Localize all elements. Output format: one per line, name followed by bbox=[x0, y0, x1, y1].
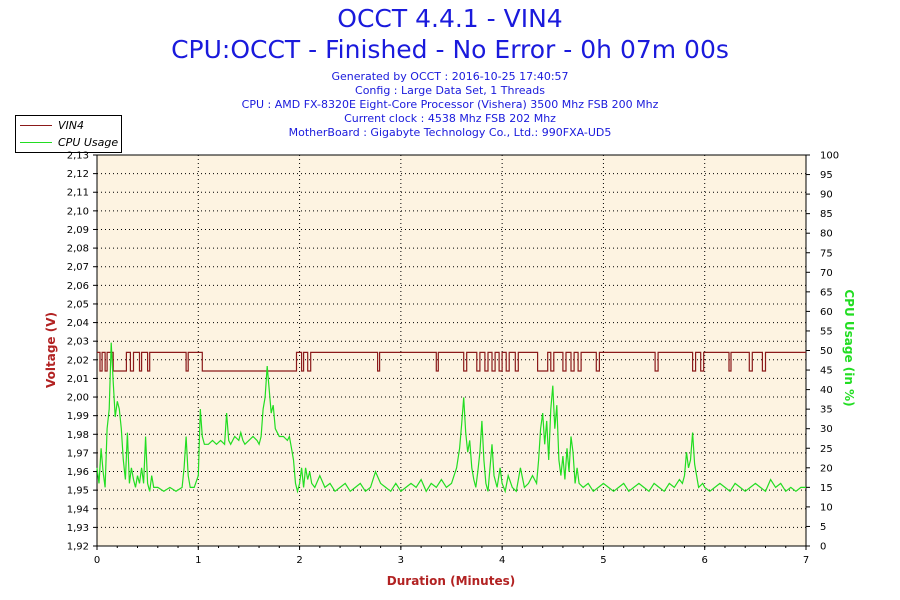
x-tick-label: 4 bbox=[499, 555, 505, 566]
y-left-tick-label: 2,04 bbox=[67, 318, 89, 329]
y-left-tick-label: 2,01 bbox=[67, 374, 89, 385]
y-left-tick-label: 2,12 bbox=[67, 169, 89, 180]
y-left-tick-label: 2,02 bbox=[67, 355, 89, 366]
y-left-tick-label: 1,95 bbox=[67, 486, 89, 497]
y-left-tick-label: 1,92 bbox=[67, 542, 89, 553]
chart-title: OCCT 4.4.1 - VIN4 bbox=[337, 4, 563, 33]
legend-swatch-vin4 bbox=[20, 124, 52, 126]
legend-item-cpu-usage: CPU Usage bbox=[20, 134, 118, 150]
y-left-tick-label: 2,13 bbox=[67, 151, 89, 162]
y-right-tick-label: 20 bbox=[820, 463, 833, 474]
y-right-tick-label: 60 bbox=[820, 307, 833, 318]
y-right-tick-label: 35 bbox=[820, 405, 833, 416]
y-left-tick-label: 2,10 bbox=[67, 206, 89, 217]
legend-item-vin4: VIN4 bbox=[20, 117, 84, 133]
y-right-tick-label: 55 bbox=[820, 326, 833, 337]
info-motherboard: MotherBoard : Gigabyte Technology Co., L… bbox=[288, 126, 612, 139]
y-left-tick-label: 2,07 bbox=[67, 262, 89, 273]
series-line-cpu-usage bbox=[96, 342, 806, 494]
y-right-tick-label: 5 bbox=[820, 522, 826, 533]
y-right-tick-label: 45 bbox=[820, 366, 833, 377]
y-right-tick-label: 40 bbox=[820, 385, 833, 396]
y-right-tick-label: 15 bbox=[820, 483, 833, 494]
y-left-tick-label: 2,11 bbox=[67, 188, 89, 199]
y-right-tick-label: 100 bbox=[820, 151, 839, 162]
y-axis-left-label: Voltage (V) bbox=[44, 312, 58, 388]
y-left-tick-label: 1,99 bbox=[67, 411, 89, 422]
info-cpu: CPU : AMD FX-8320E Eight-Core Processor … bbox=[241, 98, 659, 111]
y-right-tick-label: 50 bbox=[820, 346, 833, 357]
x-tick-label: 7 bbox=[803, 555, 809, 566]
x-tick-label: 1 bbox=[195, 555, 201, 566]
y-right-tick-label: 30 bbox=[820, 424, 833, 435]
x-tick-label: 3 bbox=[398, 555, 404, 566]
x-axis-label: Duration (Minutes) bbox=[387, 574, 515, 588]
legend-label-vin4: VIN4 bbox=[58, 118, 84, 132]
series-group bbox=[96, 342, 806, 494]
y-left-tick-label: 1,96 bbox=[67, 467, 89, 478]
legend: VIN4 CPU Usage bbox=[15, 115, 122, 153]
y-left-tick-label: 2,06 bbox=[67, 281, 89, 292]
y-left-tick-label: 1,97 bbox=[67, 448, 89, 459]
x-tick-label: 5 bbox=[600, 555, 606, 566]
x-tick-label: 6 bbox=[702, 555, 708, 566]
y-left-tick-label: 2,05 bbox=[67, 299, 89, 310]
plot-area bbox=[96, 154, 807, 547]
ticks: 0 1 2 3 4 5 6 71,921,931,941,951,961,971,981,99… bbox=[67, 151, 839, 567]
y-right-tick-label: 25 bbox=[820, 444, 833, 455]
y-left-tick-label: 2,00 bbox=[67, 393, 89, 404]
y-left-tick-label: 1,93 bbox=[67, 523, 89, 534]
info-config: Config : Large Data Set, 1 Threads bbox=[355, 84, 545, 97]
y-left-tick-label: 1,94 bbox=[67, 504, 89, 515]
info-clock: Current clock : 4538 Mhz FSB 202 Mhz bbox=[344, 112, 556, 125]
legend-swatch-cpu-usage bbox=[20, 141, 52, 143]
x-tick-label: 0 bbox=[94, 555, 100, 566]
y-right-tick-label: 90 bbox=[820, 190, 833, 201]
info-generated: Generated by OCCT : 2016-10-25 17:40:57 bbox=[331, 70, 569, 83]
y-left-tick-label: 2,08 bbox=[67, 244, 89, 255]
y-axis-right-label: CPU Usage (in %) bbox=[842, 289, 856, 406]
y-right-tick-label: 80 bbox=[820, 229, 833, 240]
y-right-tick-label: 10 bbox=[820, 502, 833, 513]
y-right-tick-label: 70 bbox=[820, 268, 833, 279]
y-left-tick-label: 2,09 bbox=[67, 225, 89, 236]
y-right-tick-label: 85 bbox=[820, 209, 833, 220]
y-left-tick-label: 2,03 bbox=[67, 337, 89, 348]
chart-subtitle: CPU:OCCT - Finished - No Error - 0h 07m … bbox=[171, 35, 729, 64]
y-left-tick-label: 1,98 bbox=[67, 430, 89, 441]
legend-label-cpu-usage: CPU Usage bbox=[58, 135, 119, 149]
y-right-tick-label: 0 bbox=[820, 542, 826, 553]
series-line-vin4 bbox=[97, 351, 806, 372]
y-right-tick-label: 75 bbox=[820, 248, 833, 259]
x-tick-label: 2 bbox=[296, 555, 302, 566]
y-right-tick-label: 95 bbox=[820, 170, 833, 181]
y-right-tick-label: 65 bbox=[820, 287, 833, 298]
